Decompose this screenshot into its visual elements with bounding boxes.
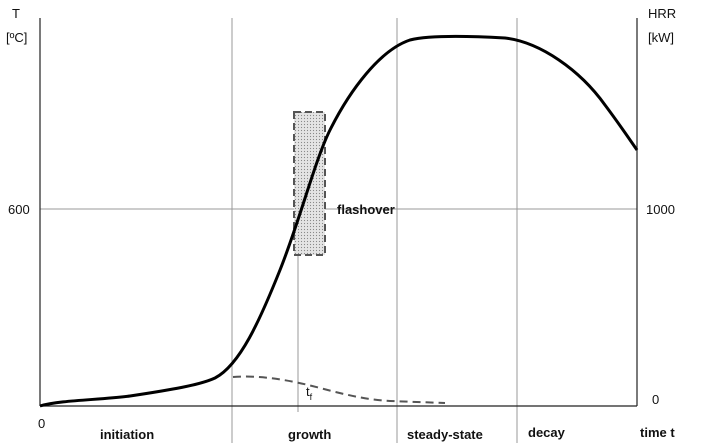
phase-label: decay: [528, 425, 566, 440]
phase-label: initiation: [100, 427, 154, 442]
phase-label: steady-state: [407, 427, 483, 442]
tf-main: t: [306, 384, 310, 399]
tick-label: 1000: [646, 202, 675, 217]
origin-label: 0: [38, 416, 45, 431]
tick-label: 0: [652, 392, 659, 407]
axis-unit: [kW]: [648, 30, 674, 45]
hrr-curve: [232, 375, 446, 404]
tf-sub: f: [310, 392, 313, 402]
flashover-label: flashover: [337, 202, 395, 217]
axis-label: T: [12, 6, 20, 21]
x-axis-label: time t: [640, 425, 675, 440]
axis-unit: [ºC]: [6, 30, 27, 45]
axis-label: HRR: [648, 6, 676, 21]
tick-label: 600: [8, 202, 30, 217]
temperature-curve: [39, 34, 639, 408]
tf-label: tf: [306, 384, 313, 402]
phase-label: growth: [288, 427, 331, 442]
